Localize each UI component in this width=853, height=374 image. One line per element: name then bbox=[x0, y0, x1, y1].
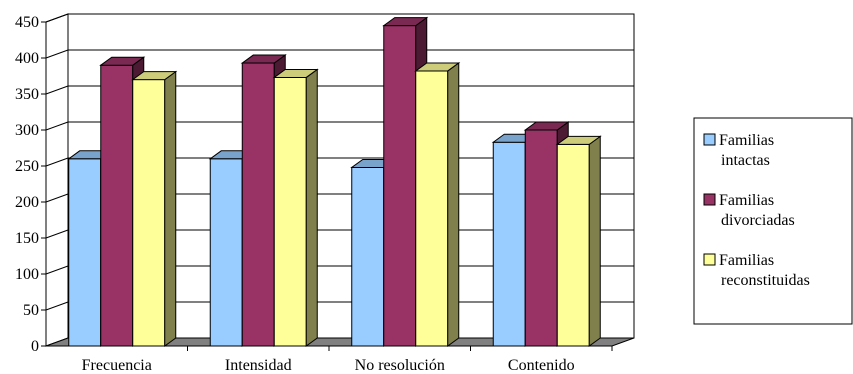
legend-item: Familias reconstituidas bbox=[703, 252, 810, 289]
bar-top bbox=[240, 54, 287, 64]
bar bbox=[131, 70, 178, 347]
legend-label: Familias bbox=[719, 192, 774, 209]
gridline-depth bbox=[45, 301, 69, 311]
y-tick-label: 50 bbox=[23, 302, 39, 319]
y-tick-label: 300 bbox=[15, 122, 39, 139]
bar bbox=[414, 61, 461, 347]
bar-front bbox=[383, 25, 417, 347]
y-tick-label: 250 bbox=[15, 158, 39, 175]
bar-front bbox=[415, 70, 449, 347]
legend: FamiliasintactasFamiliasdivorciadasFamil… bbox=[693, 117, 853, 325]
gridline-depth bbox=[45, 85, 69, 95]
x-tick-labels: Frecuencia Intensidad No resolución Conteni… bbox=[82, 357, 575, 374]
x-tick-label: Frecuencia bbox=[82, 357, 152, 374]
side-wall bbox=[45, 13, 69, 347]
bar-top bbox=[414, 62, 461, 72]
bar-top bbox=[555, 135, 602, 145]
legend-item: Familias intactas bbox=[703, 132, 774, 169]
legend-label: Familias bbox=[719, 132, 774, 149]
legend-label: intactas bbox=[721, 152, 770, 169]
gridline-depth bbox=[45, 229, 69, 239]
legend-swatch bbox=[703, 133, 716, 146]
bar-top bbox=[523, 121, 570, 131]
gridline-depth bbox=[45, 157, 69, 167]
bar-top bbox=[382, 17, 429, 27]
legend-box bbox=[693, 117, 853, 325]
gridline-depth bbox=[45, 49, 69, 59]
y-tick-label: 0 bbox=[31, 338, 39, 355]
y-tick-label: 100 bbox=[15, 266, 39, 283]
bars bbox=[67, 16, 602, 347]
y-tick-label: 400 bbox=[15, 50, 39, 67]
x-tick-label: Intensidad bbox=[225, 357, 292, 374]
gridline-depth bbox=[45, 13, 69, 23]
y-tick-label: 200 bbox=[15, 194, 39, 211]
bar-front bbox=[524, 129, 558, 347]
y-tick-label: 450 bbox=[15, 14, 39, 31]
legend-label: reconstituidas bbox=[721, 272, 810, 289]
bar-side bbox=[447, 61, 460, 347]
gridline-depth bbox=[45, 265, 69, 275]
bar-front bbox=[273, 76, 307, 347]
bar-front bbox=[68, 158, 102, 347]
bar-front bbox=[241, 62, 275, 347]
legend-label: divorciadas bbox=[721, 212, 795, 229]
bar-top bbox=[131, 71, 178, 81]
bar-side bbox=[305, 68, 318, 347]
legend-swatch bbox=[703, 193, 716, 206]
bar-top bbox=[99, 56, 146, 66]
bar-side bbox=[164, 70, 177, 347]
bar bbox=[272, 68, 319, 347]
gridline-depth bbox=[45, 193, 69, 203]
bar-front bbox=[132, 79, 166, 347]
y-tick-label: 350 bbox=[15, 86, 39, 103]
bar-front bbox=[351, 166, 385, 347]
bar bbox=[555, 135, 602, 347]
x-tick-label: Contenido bbox=[508, 357, 575, 374]
x-tick-label: No resolución bbox=[355, 357, 445, 374]
bar-front bbox=[100, 64, 134, 347]
legend-label: Familias bbox=[719, 252, 774, 269]
bar-front bbox=[492, 141, 526, 347]
y-tick-labels: 0 50 100 150 200 250 300 350 400 450 bbox=[15, 14, 39, 355]
bar-top bbox=[272, 68, 319, 78]
bar-front bbox=[209, 158, 243, 347]
bar-front bbox=[556, 143, 590, 347]
y-tick-label: 150 bbox=[15, 230, 39, 247]
gridline-depth bbox=[45, 121, 69, 131]
legend-item: Familias divorciadas bbox=[703, 192, 795, 229]
bar-side bbox=[588, 135, 601, 347]
legend-swatch bbox=[703, 253, 716, 266]
